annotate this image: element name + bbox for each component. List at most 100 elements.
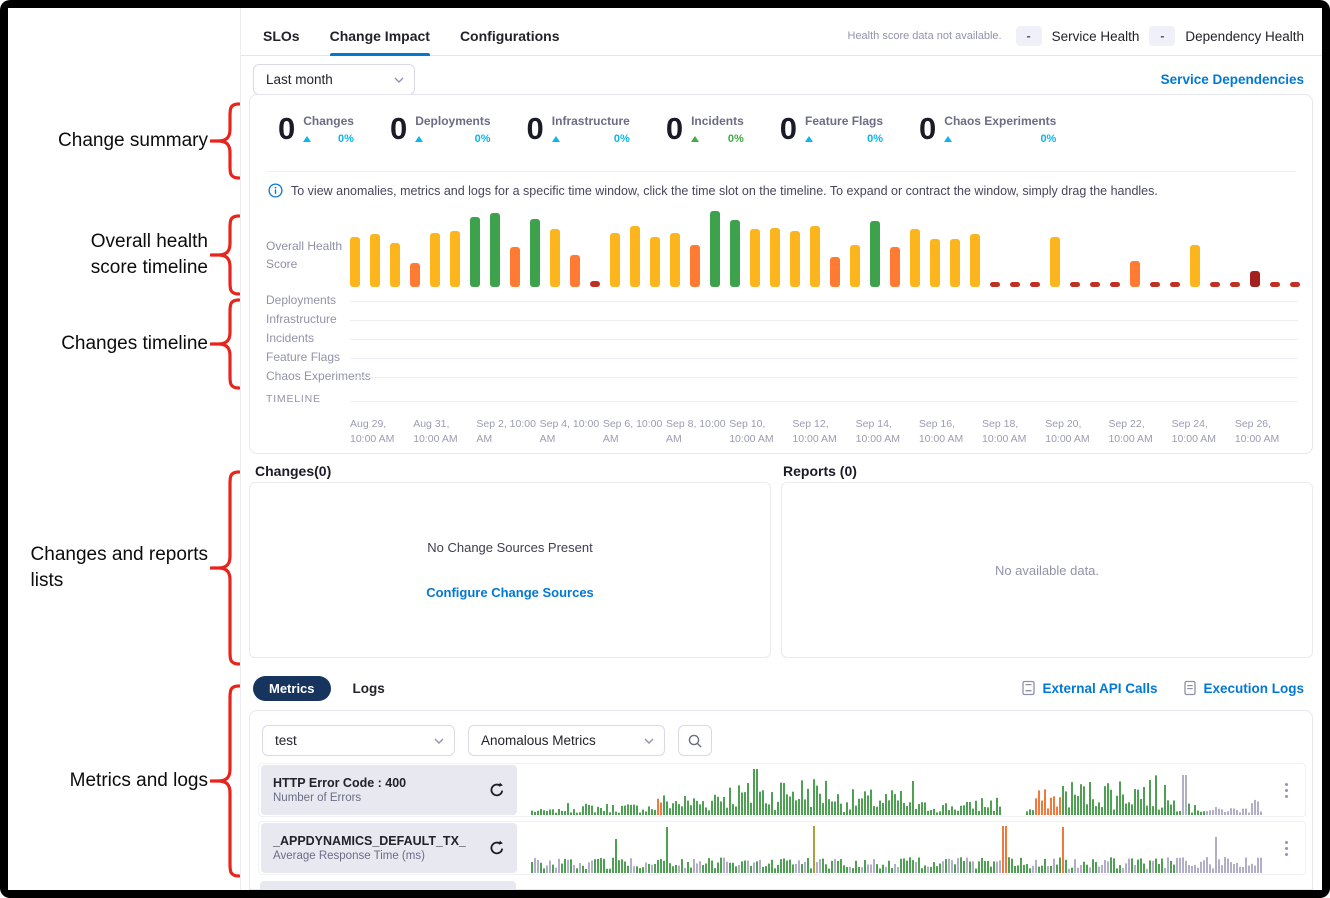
- health-score-bar[interactable]: [490, 213, 500, 287]
- health-score-bar[interactable]: [350, 237, 360, 287]
- service-dependencies-link[interactable]: Service Dependencies: [1160, 72, 1304, 87]
- health-score-bar[interactable]: [590, 281, 600, 287]
- execution-logs-label: Execution Logs: [1203, 680, 1304, 696]
- health-score-bar[interactable]: [910, 229, 920, 287]
- tab-logs[interactable]: Logs: [352, 681, 385, 696]
- annotation-brace: [210, 214, 240, 296]
- health-score-bar[interactable]: [430, 233, 440, 287]
- health-score-bar[interactable]: [830, 257, 840, 287]
- summary-stat-feature-flags: 0 Feature Flags 0%: [780, 109, 883, 149]
- health-score-bar[interactable]: [1010, 282, 1020, 287]
- health-score-bar[interactable]: [550, 229, 560, 287]
- health-score-bar[interactable]: [1110, 282, 1120, 287]
- time-range-select[interactable]: Last month: [253, 64, 415, 95]
- health-score-bar[interactable]: [1250, 271, 1260, 287]
- health-score-bar[interactable]: [390, 243, 400, 287]
- metric-filter-select[interactable]: Anomalous Metrics: [468, 725, 665, 756]
- health-score-bar[interactable]: [1230, 282, 1240, 287]
- metrics-links: External API Calls Execution Logs: [1021, 680, 1304, 696]
- health-score-bar[interactable]: [810, 226, 820, 287]
- health-score-bar[interactable]: [1070, 282, 1080, 287]
- timeline-date-labels: Aug 29, 10:00 AM Aug 31, 10:00 AM Sep 2, 1…: [350, 417, 1298, 447]
- refresh-icon[interactable]: [489, 840, 505, 856]
- metric-filter-value: Anomalous Metrics: [481, 733, 596, 748]
- health-score-bar[interactable]: [410, 263, 420, 287]
- health-score-bar[interactable]: [790, 231, 800, 287]
- health-score-bar[interactable]: [510, 247, 520, 287]
- health-score-bar[interactable]: [990, 282, 1000, 287]
- health-score-bar[interactable]: [770, 228, 780, 287]
- metric-row: _APPDYNAMICS_DEFAULT_TX_ Average Respons…: [258, 821, 1306, 875]
- timeline-date: Sep 26, 10:00 AM: [1234, 418, 1280, 446]
- stat-label: Feature Flags: [805, 114, 884, 128]
- chevron-down-icon: [644, 738, 654, 744]
- kebab-menu-icon[interactable]: [1281, 840, 1291, 860]
- health-score-bar[interactable]: [450, 231, 460, 287]
- metric-title: HTTP Error Code : 400: [273, 776, 407, 790]
- tab-configurations[interactable]: Configurations: [459, 28, 560, 44]
- health-score-bar[interactable]: [1150, 282, 1160, 287]
- health-score-bar[interactable]: [1170, 282, 1180, 287]
- health-score-bar[interactable]: [1210, 282, 1220, 287]
- info-banner: To view anomalies, metrics and logs for …: [268, 183, 1158, 198]
- external-api-calls-label: External API Calls: [1042, 680, 1158, 696]
- health-score-bar[interactable]: [470, 217, 480, 287]
- health-score-bar[interactable]: [950, 239, 960, 287]
- stat-label: Deployments: [415, 114, 491, 128]
- timeline-date: Sep 16, 10:00 AM: [918, 418, 964, 446]
- health-score-bar[interactable]: [370, 234, 380, 287]
- refresh-icon[interactable]: [489, 782, 505, 798]
- metric-sparkline-chart[interactable]: [531, 767, 1263, 815]
- health-score-bar[interactable]: [1090, 282, 1100, 287]
- tab-change-impact[interactable]: Change Impact: [329, 16, 431, 56]
- health-score-bar[interactable]: [1050, 237, 1060, 287]
- search-button[interactable]: [678, 725, 712, 756]
- health-score-bar[interactable]: [630, 226, 640, 287]
- stat-value: 0: [779, 111, 798, 146]
- health-score-bar[interactable]: [610, 233, 620, 287]
- external-api-calls-link[interactable]: External API Calls: [1021, 680, 1157, 696]
- health-score-bar[interactable]: [890, 247, 900, 287]
- stat-value: 0: [389, 111, 408, 146]
- execution-logs-link[interactable]: Execution Logs: [1183, 680, 1304, 696]
- configure-change-sources-link[interactable]: Configure Change Sources: [426, 585, 594, 600]
- kebab-menu-icon[interactable]: [1281, 782, 1291, 802]
- health-score-bar[interactable]: [670, 233, 680, 287]
- overall-health-score-chart[interactable]: [350, 203, 1300, 287]
- metrics-panel: test Anomalous Metrics HTTP Error Code :…: [249, 710, 1313, 890]
- timeline-date: Sep 2, 10:00 AM: [476, 418, 536, 446]
- health-score-bar[interactable]: [1130, 261, 1140, 287]
- changes-empty-text: No Change Sources Present: [427, 540, 593, 555]
- tab-metrics[interactable]: Metrics: [253, 676, 331, 701]
- change-row-infrastructure: Infrastructure: [250, 310, 1312, 329]
- health-score-bar[interactable]: [750, 229, 760, 287]
- health-score-bar[interactable]: [710, 211, 720, 287]
- metric-label-card[interactable]: _APPDYNAMICS_DEFAULT_TX_ Average Respons…: [261, 823, 517, 873]
- timeline-axis-line: [350, 401, 1298, 402]
- tab-slos[interactable]: SLOs: [263, 28, 300, 44]
- metric-title: _APPDYNAMICS_DEFAULT_TX_: [273, 834, 466, 848]
- trend-up-icon: [415, 136, 424, 142]
- health-score-bar[interactable]: [570, 255, 580, 287]
- health-score-bar[interactable]: [1270, 282, 1280, 287]
- info-icon: [268, 183, 283, 198]
- health-score-bar[interactable]: [530, 219, 540, 287]
- health-score-bar[interactable]: [870, 221, 880, 287]
- metric-label-card[interactable]: HTTP Error Code : 400 Number of Errors: [261, 765, 517, 815]
- health-score-bar[interactable]: [930, 239, 940, 287]
- stat-value: 0: [665, 111, 684, 146]
- health-score-bar[interactable]: [690, 245, 700, 287]
- change-row-label: Feature Flags: [266, 350, 341, 364]
- metrics-logs-tabs: Metrics Logs: [253, 676, 385, 701]
- health-score-bar[interactable]: [650, 237, 660, 287]
- health-score-bar[interactable]: [1290, 282, 1300, 287]
- health-score-bar[interactable]: [1030, 282, 1040, 287]
- health-score-bar[interactable]: [970, 234, 980, 287]
- health-score-bar[interactable]: [850, 245, 860, 287]
- health-score-bar[interactable]: [730, 220, 740, 287]
- health-score-bar[interactable]: [1190, 245, 1200, 287]
- service-filter-select[interactable]: test: [262, 725, 455, 756]
- time-range-value: Last month: [266, 72, 333, 87]
- metric-sparkline-chart[interactable]: [531, 825, 1263, 873]
- stat-percent: 0%: [867, 133, 884, 145]
